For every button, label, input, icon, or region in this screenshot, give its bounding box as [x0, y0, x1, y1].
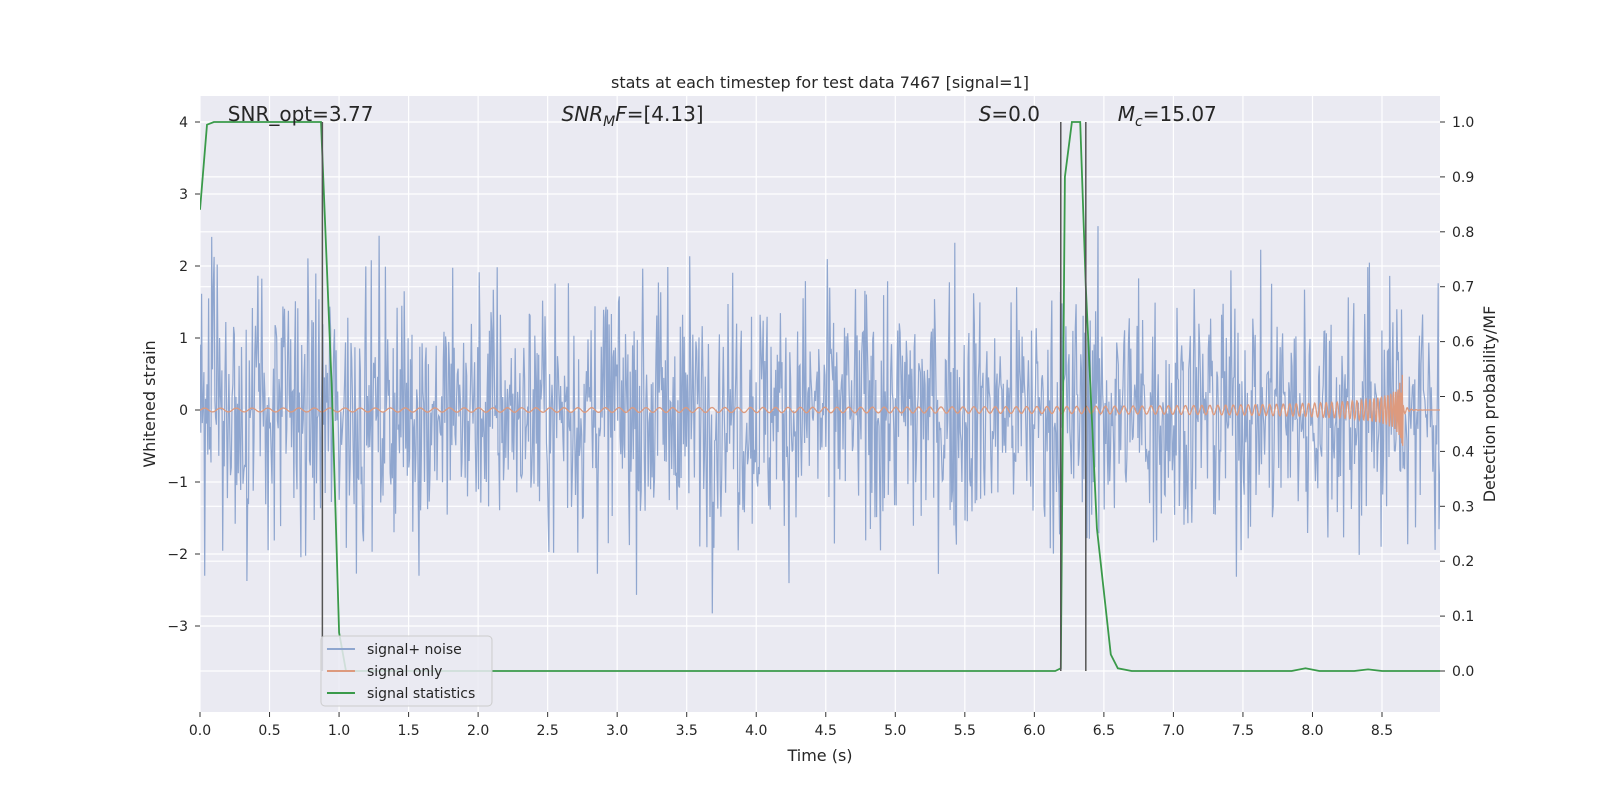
y-tick-label: 2: [179, 259, 188, 275]
y-tick-label: 3: [179, 187, 188, 203]
x-tick-label: 8.5: [1371, 723, 1393, 739]
annotation-snr_opt: SNR_opt=3.77: [228, 102, 374, 126]
y-tick-label: −2: [167, 547, 188, 563]
legend: signal+ noise signal only signal statistic…: [320, 635, 493, 707]
x-tick-label: 3.5: [676, 723, 698, 739]
x-tick-label: 7.0: [1162, 723, 1184, 739]
series-signal-only: [200, 374, 1440, 446]
y-axis-label: Whitened strain: [140, 340, 159, 467]
y2-axis-label: Detection probability/MF: [1480, 306, 1499, 503]
series-signal-statistics: [200, 121, 1440, 672]
legend-box: [320, 635, 493, 707]
legend-label: signal only: [367, 664, 442, 680]
x-tick-label: 8.0: [1301, 723, 1323, 739]
y-tick-label: 1: [179, 331, 188, 347]
y2-tick-label: 0.2: [1452, 554, 1474, 570]
x-tick-label: 5.5: [954, 723, 976, 739]
x-tick-label: 0.0: [189, 723, 211, 739]
chart-title: stats at each timestep for test data 746…: [611, 73, 1029, 92]
x-tick-label: 3.0: [606, 723, 628, 739]
y-tick-label: 4: [179, 115, 188, 131]
x-tick-label: 6.0: [1023, 723, 1045, 739]
y2-tick-label: 0.3: [1452, 499, 1474, 515]
x-tick-label: 0.5: [258, 723, 280, 739]
annotations: SNR_opt=3.77 SNRMF=[4.13] S=0.0 Mc=15.07: [228, 102, 1217, 130]
x-tick-label: 1.5: [397, 723, 419, 739]
x-axis-label: Time (s): [786, 746, 852, 765]
y2-tick-label: 0.8: [1452, 225, 1474, 241]
y2-tick-label: 0.4: [1452, 444, 1474, 460]
y2-tick-label: 0.1: [1452, 609, 1474, 625]
x-tick-label: 1.0: [328, 723, 350, 739]
annotation-s: S=0.0: [979, 102, 1040, 126]
y2-tick-label: 1.0: [1452, 115, 1474, 131]
series-signal-plus-noise: [200, 226, 1440, 614]
y2-tick-label: 0.7: [1452, 280, 1474, 296]
axes-layer: 0.0 0.5 1.0 1.5 2.0 2.5 3.0 3.5 4.0 4.5 5.0 5.5 6.0 6…: [167, 115, 1474, 739]
data-layer: [200, 121, 1440, 672]
y2-tick-label: 0.0: [1452, 664, 1474, 680]
y-tick-label: 0: [179, 403, 188, 419]
x-tick-label: 4.0: [745, 723, 767, 739]
legend-label: signal statistics: [367, 686, 475, 702]
x-tick-label: 7.5: [1232, 723, 1254, 739]
x-tick-label: 6.5: [1093, 723, 1115, 739]
x-tick-label: 2.0: [467, 723, 489, 739]
legend-label: signal+ noise: [367, 642, 462, 658]
y2-tick-label: 0.6: [1452, 335, 1474, 351]
annotation-mc: Mc=15.07: [1118, 102, 1217, 130]
x-tick-label: 4.5: [815, 723, 837, 739]
y-tick-label: −1: [167, 475, 188, 491]
y2-tick-label: 0.5: [1452, 390, 1474, 406]
y-tick-label: −3: [167, 619, 188, 635]
annotation-snr_mf: SNRMF=[4.13]: [562, 102, 704, 130]
x-tick-label: 2.5: [537, 723, 559, 739]
y2-tick-label: 0.9: [1452, 170, 1474, 186]
x-tick-label: 5.0: [884, 723, 906, 739]
